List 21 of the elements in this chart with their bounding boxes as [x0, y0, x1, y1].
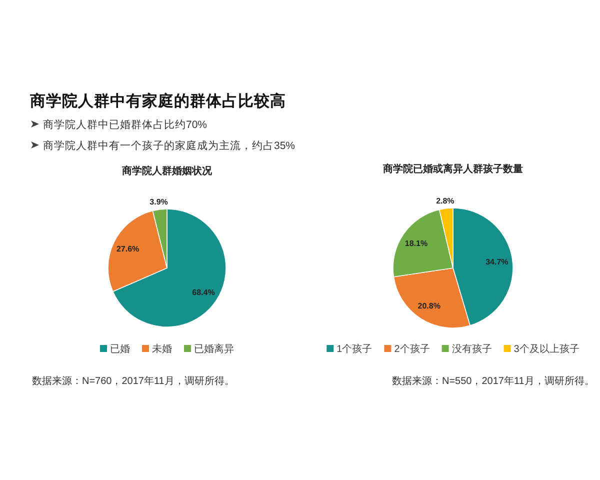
legend-label: 3个及以上孩子	[514, 343, 580, 355]
legend-label: 未婚	[152, 343, 172, 355]
text: 商学院人群中有家庭的群体占比较高	[29, 91, 286, 110]
data-label: 18.1%	[404, 239, 428, 248]
data-label: 20.8%	[418, 301, 440, 310]
legend-label: 1个孩子	[336, 343, 372, 355]
legend-label: 已婚离异	[194, 343, 234, 355]
chart-title: 商学院人群婚姻状况	[121, 165, 213, 177]
chart-title: 商学院已婚或离异人群孩子数量	[382, 163, 523, 175]
data-label: 3.9%	[150, 198, 168, 207]
text: 商学院人群中已婚群体占比约70%	[43, 118, 208, 131]
source-note: 数据来源：N=550，2017年11月，调研所得。	[392, 375, 594, 387]
data-label: 2.8%	[436, 196, 454, 206]
data-label: 27.6%	[116, 244, 140, 254]
legend-label: 没有孩子	[452, 343, 492, 355]
text: 商学院人群中有一个孩子的家庭成为主流，约占35%	[43, 139, 296, 152]
source-note: 数据来源：N=760，2017年11月，调研所得。	[32, 375, 234, 387]
legend-label: 2个孩子	[394, 343, 430, 355]
data-label: 68.4%	[192, 288, 215, 297]
data-label: 34.7%	[486, 258, 508, 267]
legend-label: 已婚	[110, 344, 130, 355]
